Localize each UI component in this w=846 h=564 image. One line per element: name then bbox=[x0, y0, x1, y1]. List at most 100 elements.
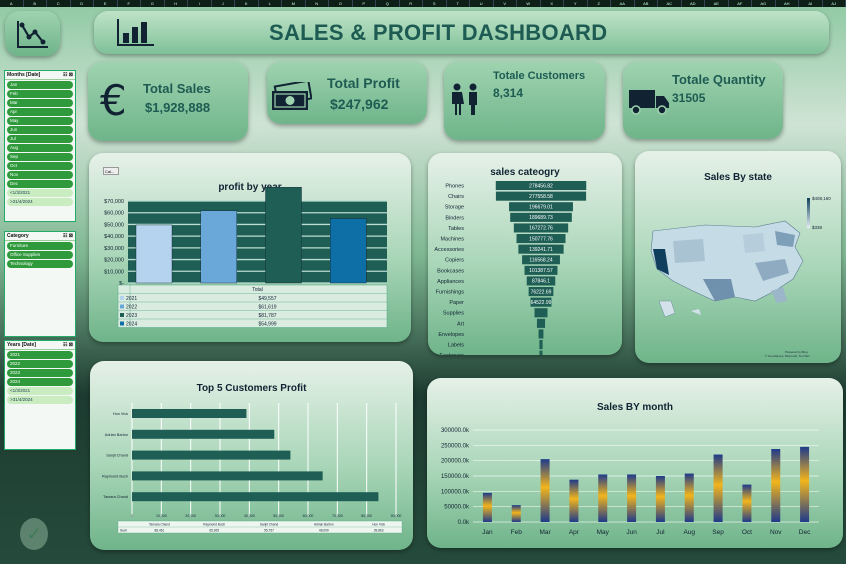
funnel-bar bbox=[539, 350, 543, 355]
filter-label: Cal... bbox=[105, 169, 115, 174]
year-bar bbox=[200, 210, 237, 284]
chart-title: Sales By state bbox=[704, 172, 772, 183]
table-header: Hon Vick bbox=[372, 523, 385, 527]
column-header: AD bbox=[682, 0, 705, 7]
months-slicer: Months [Date] ☷ ⊠ Jan Feb Mar Apr May Jun Jul Au… bbox=[4, 70, 76, 222]
column-header: I bbox=[188, 0, 212, 7]
slicer-item[interactable]: Sep bbox=[7, 153, 73, 161]
table-value: 48,009 bbox=[319, 529, 329, 533]
funnel-bar bbox=[534, 308, 548, 318]
column-header: AB bbox=[635, 0, 658, 7]
filter-icon[interactable]: ☷ ⊠ bbox=[62, 342, 73, 348]
slicer-item[interactable]: >31/4/2024 bbox=[7, 198, 73, 206]
slicer-item[interactable]: 2024 bbox=[7, 378, 73, 386]
y-tick-label: $50,000 bbox=[104, 222, 124, 228]
column-header: X bbox=[541, 0, 564, 7]
category-label: Tables bbox=[448, 226, 464, 232]
x-tick-label: 50,000 bbox=[273, 514, 284, 518]
slicer-item[interactable]: Oct bbox=[7, 162, 73, 170]
table-value: $49,557 bbox=[258, 296, 276, 302]
slicer-item[interactable]: Mar bbox=[7, 99, 73, 107]
value-label: 167272.76 bbox=[529, 226, 553, 232]
kpi-card-total-sales: € Total Sales $1,928,888 bbox=[88, 62, 248, 141]
filter-icon[interactable]: ☷ ⊠ bbox=[62, 233, 73, 239]
slicer-item[interactable]: Nov bbox=[7, 171, 73, 179]
customer-label: Raymond Buch bbox=[102, 474, 128, 478]
slicer-item[interactable]: May bbox=[7, 117, 73, 125]
value-label: 277558.58 bbox=[529, 194, 553, 200]
y-tick-label: $30,000 bbox=[104, 246, 124, 252]
slicer-item[interactable]: <1/3/2021 bbox=[7, 189, 73, 197]
slicer-item[interactable]: Feb bbox=[7, 90, 73, 98]
year-filter-button[interactable]: Cal... bbox=[103, 167, 119, 175]
column-header: AF bbox=[729, 0, 752, 7]
column-header: W bbox=[517, 0, 541, 7]
slicer-item[interactable]: Apr bbox=[7, 108, 73, 116]
slicer-item[interactable]: 2023 bbox=[7, 369, 73, 377]
slicer-item[interactable]: Aug bbox=[7, 144, 73, 152]
x-tick-label: 20,000 bbox=[185, 514, 196, 518]
table-header: Total bbox=[252, 287, 263, 293]
month-bar bbox=[482, 492, 492, 522]
slicer-item[interactable]: Jul bbox=[7, 135, 73, 143]
kpi-value: 8,314 bbox=[493, 86, 524, 100]
column-header: AJ bbox=[823, 0, 846, 7]
month-bar bbox=[713, 454, 723, 522]
x-tick-label: 0 bbox=[131, 514, 133, 518]
category-label: Binders bbox=[445, 215, 464, 221]
column-header: R bbox=[400, 0, 423, 7]
column-header: L bbox=[259, 0, 282, 7]
slicer-title: Months [Date] bbox=[7, 72, 41, 78]
customer-bar bbox=[132, 409, 247, 418]
profit-by-year-card: Cal... profit by year $70,000 $60,000 $50,… bbox=[89, 153, 411, 342]
slicer-item[interactable]: Jan bbox=[7, 81, 73, 89]
month-bar bbox=[598, 474, 608, 522]
page-title: SALES & PROFIT DASHBOARD bbox=[269, 20, 608, 45]
logo-card bbox=[5, 11, 60, 56]
value-label: 278456.82 bbox=[529, 183, 553, 189]
table-row-label: Sum bbox=[120, 529, 127, 533]
slicer-item[interactable]: Office Supplies bbox=[7, 251, 73, 259]
slicer-item[interactable]: <1/3/2021 bbox=[7, 387, 73, 395]
table-value: 55,757 bbox=[264, 529, 274, 533]
kpi-card-total-quantity: Totale Quantity 31505 bbox=[623, 62, 783, 139]
x-tick-label: 10,000 bbox=[156, 514, 167, 518]
x-tick-label: 30,000 bbox=[215, 514, 226, 518]
profit-by-year-chart: $70,000 $60,000 $50,000 $40,000 $30,000 $20,0… bbox=[104, 186, 388, 328]
category-label: Supplies bbox=[443, 311, 464, 317]
y-tick-label: 300000.0k bbox=[441, 428, 470, 434]
value-label: 150777.76 bbox=[529, 236, 553, 242]
legend-max-label: $408,160 bbox=[812, 196, 831, 201]
slicer-item[interactable]: >31/4/2024 bbox=[7, 396, 73, 404]
table-header: Sanjit Chand bbox=[260, 523, 278, 527]
sales-by-state-card: Sales By state $408,160 $338 Powered by … bbox=[635, 151, 841, 363]
legend-swatch bbox=[120, 321, 124, 326]
filter-icon[interactable]: ☷ ⊠ bbox=[62, 72, 73, 78]
slicer-item[interactable]: 2022 bbox=[7, 360, 73, 368]
y-tick-label: 200000.0k bbox=[441, 459, 470, 465]
table-value: 65,925 bbox=[209, 529, 219, 533]
kpi-label: Totale Quantity bbox=[672, 72, 766, 87]
column-header: K bbox=[235, 0, 259, 7]
category-slicer: Category ☷ ⊠ Furniture Office Supplies Tech… bbox=[4, 231, 76, 337]
slicer-item[interactable]: Dec bbox=[7, 180, 73, 188]
map-credit: Powered by Bing bbox=[785, 350, 808, 354]
slicer-item[interactable]: Technology bbox=[7, 260, 73, 268]
table-value: $61,619 bbox=[258, 305, 276, 311]
funnel-bar bbox=[509, 202, 573, 212]
month-bar bbox=[771, 449, 781, 522]
column-header: E bbox=[94, 0, 118, 7]
column-header: M bbox=[282, 0, 306, 7]
funnel-bar bbox=[524, 265, 558, 275]
kpi-value: $1,928,888 bbox=[145, 100, 211, 115]
slicer-item[interactable]: Jun bbox=[7, 126, 73, 134]
slicer-item[interactable]: 2021 bbox=[7, 351, 73, 359]
x-tick-label: Jul bbox=[656, 529, 665, 536]
slicer-item[interactable]: Furniture bbox=[7, 242, 73, 250]
truck-icon bbox=[629, 90, 669, 115]
years-slicer: Years [Date] ☷ ⊠ 2021 2022 2023 2024 <1/3/202… bbox=[4, 340, 76, 450]
category-label: Paper bbox=[449, 300, 464, 306]
money-icon bbox=[272, 82, 312, 110]
column-header: P bbox=[353, 0, 376, 7]
y-tick-label: $- bbox=[119, 281, 124, 287]
